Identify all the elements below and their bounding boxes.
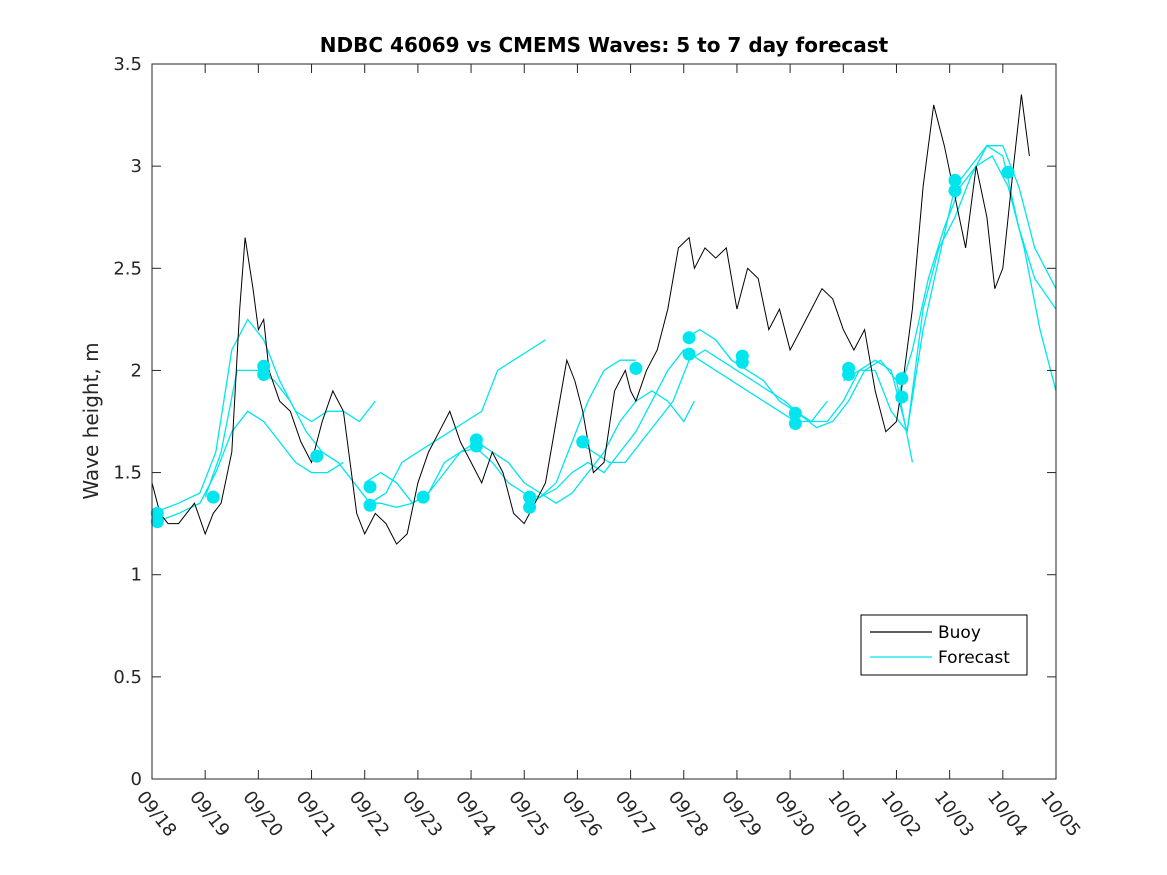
forecast-marker: [206, 490, 220, 504]
forecast-marker: [310, 449, 324, 463]
forecast-marker: [150, 506, 164, 520]
forecast-marker: [416, 490, 430, 504]
x-tick-label: 10/02: [877, 787, 925, 841]
buoy-line: [151, 94, 1030, 545]
y-tick-label: 2.5: [113, 258, 142, 279]
x-tick-label: 09/26: [557, 787, 605, 841]
x-tick-label: 09/23: [398, 787, 446, 841]
legend-forecast-label: Forecast: [938, 648, 1010, 668]
y-tick-label: 0.5: [113, 667, 142, 688]
x-tick-label: 09/21: [292, 787, 340, 841]
forecast-marker: [788, 406, 802, 420]
forecast-marker: [735, 349, 749, 363]
forecast-marker: [948, 184, 962, 198]
x-tick-label: 09/19: [185, 787, 233, 841]
forecast-line: [364, 359, 636, 508]
x-tick-label: 09/24: [451, 787, 499, 841]
forecast-line: [151, 410, 344, 525]
forecast-marker: [469, 433, 483, 447]
forecast-marker: [895, 372, 909, 386]
chart-title: NDBC 46069 vs CMEMS Waves: 5 to 7 day fo…: [320, 33, 889, 57]
forecast-line: [523, 349, 828, 508]
forecast-marker: [895, 390, 909, 404]
x-tick-label: 10/03: [930, 787, 978, 841]
y-tick-label: 3: [131, 156, 142, 177]
x-tick-label: 10/05: [1036, 787, 1084, 841]
forecast-marker: [576, 435, 590, 449]
forecast-marker: [363, 480, 377, 494]
y-tick-label: 2: [131, 360, 142, 381]
legend-buoy-label: Buoy: [938, 623, 981, 643]
forecast-marker: [363, 498, 377, 512]
forecast-line: [577, 349, 914, 464]
forecast-marker: [788, 417, 802, 430]
y-tick-label: 1: [131, 565, 142, 586]
forecast-marker: [523, 490, 537, 504]
x-tick-label: 09/18: [132, 787, 180, 841]
y-axis-label: Wave height, m: [79, 342, 103, 499]
forecast-marker: [1001, 165, 1015, 179]
forecast-marker: [682, 347, 696, 361]
plot-area: [150, 64, 1057, 779]
forecast-line: [683, 144, 1057, 432]
y-tick-label: 1.5: [113, 463, 142, 484]
forecast-marker: [948, 173, 962, 187]
x-tick-label: 09/28: [664, 787, 712, 841]
forecast-marker: [523, 500, 537, 514]
x-tick-label: 09/25: [504, 787, 552, 841]
x-tick-label: 09/22: [345, 787, 393, 841]
x-tick-label: 09/20: [238, 787, 286, 841]
forecast-line: [842, 145, 1057, 434]
axes-frame: [151, 63, 1057, 780]
x-tick-label: 09/27: [611, 787, 659, 841]
y-tick-label: 3.5: [113, 54, 142, 75]
forecast-marker: [842, 361, 856, 375]
forecast-line: [151, 318, 376, 515]
legend-box: [860, 614, 1028, 676]
forecast-marker: [682, 331, 696, 345]
x-tick-label: 10/01: [823, 787, 871, 841]
x-tick-label: 10/04: [983, 787, 1031, 841]
x-tick-label: 09/29: [717, 787, 765, 841]
y-tick-label: 0: [131, 769, 142, 790]
forecast-marker: [629, 361, 643, 375]
forecast-marker: [257, 359, 271, 373]
x-tick-label: 09/30: [770, 787, 818, 841]
legend: Buoy Forecast: [860, 614, 1028, 676]
